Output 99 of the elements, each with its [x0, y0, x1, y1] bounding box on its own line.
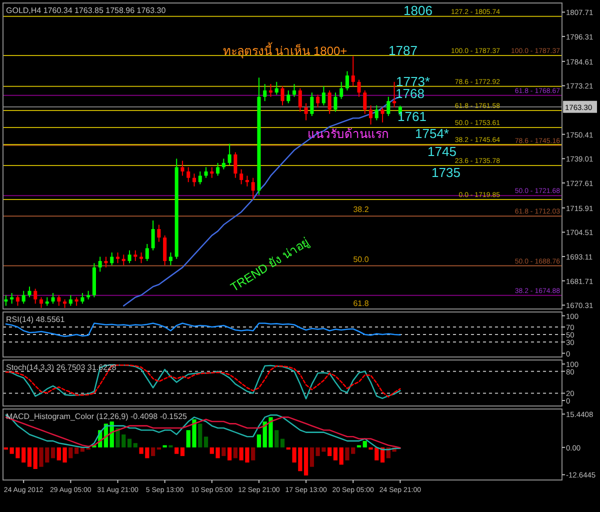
bar: [328, 447, 332, 456]
candlestick: [145, 243, 149, 262]
candlestick: [240, 168, 244, 185]
candlestick: [80, 292, 84, 304]
candlestick: [22, 290, 26, 304]
annotation: 1735: [432, 165, 460, 180]
annotation: 1761: [398, 109, 426, 124]
candlestick: [28, 286, 32, 298]
annotation: 50.0: [353, 255, 370, 264]
candlestick: [351, 56, 355, 87]
candlestick: [369, 104, 373, 126]
candlestick: [140, 252, 144, 264]
candlestick: [104, 256, 108, 268]
candlestick: [186, 166, 190, 183]
candlestick: [180, 160, 184, 176]
candlestick: [234, 152, 238, 178]
bar: [274, 430, 279, 448]
candlestick: [386, 96, 390, 117]
candlestick: [340, 81, 344, 100]
candlestick: [204, 166, 208, 178]
bar: [50, 447, 56, 458]
annotation: ทะลุตรงนี้ น่าเห็น 1800+: [222, 42, 348, 59]
candlestick: [316, 94, 320, 108]
candlestick: [310, 92, 314, 117]
candlestick: [392, 81, 396, 108]
bar: [74, 447, 79, 454]
candlestick: [298, 88, 302, 112]
candlestick: [51, 292, 55, 304]
candlestick: [251, 177, 255, 200]
candlestick: [263, 84, 267, 102]
candlestick: [274, 81, 278, 96]
bar: [333, 447, 338, 460]
candlestick: [245, 175, 249, 187]
candlestick: [192, 173, 196, 187]
candlestick: [380, 106, 384, 123]
candlestick: [4, 294, 8, 306]
annotation: 61.8: [353, 299, 370, 308]
candlestick: [10, 292, 14, 304]
candlestick: [363, 90, 367, 114]
annotation: 38.2: [353, 205, 370, 214]
bar: [304, 447, 308, 476]
chart-title: GOLD,H4 1760.34 1763.85 1758.96 1763.30: [6, 6, 166, 15]
candlestick: [34, 288, 38, 304]
chart-title: RSI(14) 48.5561: [6, 315, 66, 324]
bar: [251, 447, 256, 460]
candlestick: [292, 84, 296, 98]
candlestick: [334, 92, 338, 112]
bar: [27, 447, 32, 467]
annotation: 1787: [388, 43, 418, 58]
bar: [362, 440, 367, 448]
candlestick: [374, 104, 378, 121]
candlestick: [345, 70, 349, 91]
bar: [256, 434, 262, 448]
bar: [174, 447, 179, 454]
bar: [68, 447, 73, 458]
bar: [180, 447, 185, 456]
candlestick: [116, 252, 120, 264]
candlestick: [16, 294, 20, 306]
bar: [127, 438, 132, 448]
annotation: 1806: [404, 3, 432, 18]
bar: [33, 447, 38, 469]
bar: [339, 447, 344, 465]
candlestick: [210, 166, 214, 178]
bar: [150, 447, 156, 456]
candlestick: [128, 250, 132, 264]
candlestick: [168, 252, 172, 266]
candlestick: [39, 296, 44, 308]
candlestick: [357, 79, 361, 98]
bar: [222, 447, 226, 456]
candlestick: [286, 90, 290, 104]
bar: [233, 447, 238, 458]
candlestick: [110, 252, 114, 266]
candlestick: [280, 86, 284, 106]
candlestick: [216, 162, 220, 176]
bar: [133, 443, 138, 448]
annotation: 1773*: [396, 74, 430, 89]
bar: [204, 436, 208, 448]
candlestick: [228, 143, 232, 166]
candlestick: [328, 90, 332, 114]
candlestick: [68, 294, 72, 306]
candlestick: [304, 102, 308, 121]
bar: [198, 424, 202, 448]
candlestick: [268, 84, 272, 98]
candlestick: [157, 224, 161, 242]
candlestick: [57, 294, 61, 306]
annotation: 1754*: [415, 126, 449, 141]
candlestick: [222, 158, 226, 170]
annotation: 1745: [428, 144, 456, 159]
line-series: [5, 322, 401, 338]
candlestick: [98, 256, 102, 272]
candlestick: [122, 254, 126, 266]
candlestick: [134, 250, 138, 262]
candlestick: [322, 86, 326, 106]
candlestick: [163, 234, 167, 266]
bar: [280, 438, 285, 448]
candlestick: [198, 170, 202, 185]
candlestick: [151, 220, 155, 251]
chart-title: MACD_Histogram_Color (12,26,9) -0.4098 -0.1525: [6, 412, 188, 421]
bar: [227, 447, 232, 460]
